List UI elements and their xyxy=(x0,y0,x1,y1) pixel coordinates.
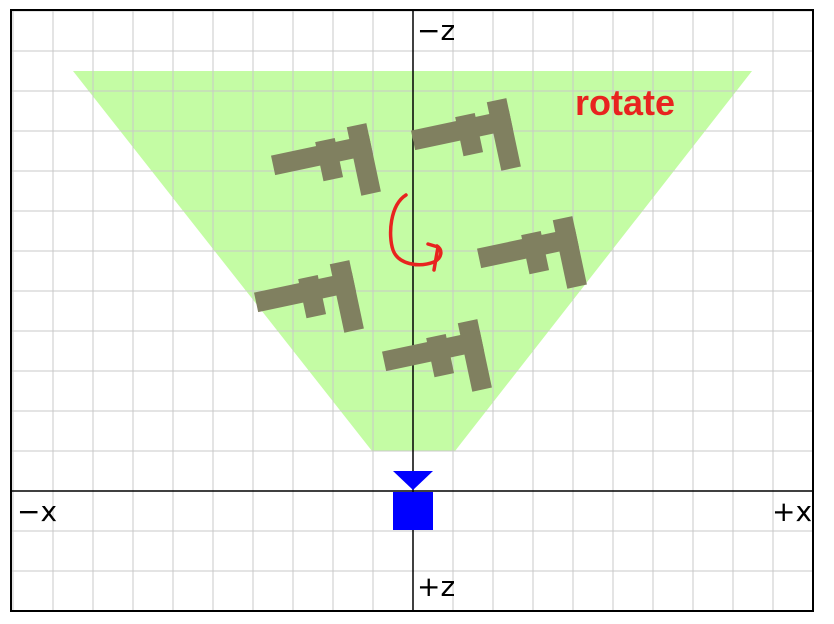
f-shape xyxy=(477,216,587,289)
neg-x-label: −x xyxy=(17,495,57,528)
f-shape xyxy=(271,123,381,196)
pos-z-label: +z xyxy=(417,570,455,603)
neg-z-label: −z xyxy=(417,14,455,47)
camera-icon xyxy=(393,471,433,530)
f-shape xyxy=(382,319,492,392)
camera-direction-marker xyxy=(393,471,433,490)
f-shape xyxy=(254,260,364,333)
camera-body xyxy=(393,492,433,530)
rotate-annotation: rotate xyxy=(575,82,675,123)
rotate-arrow-icon xyxy=(388,193,443,272)
pos-x-label: +x xyxy=(772,495,812,528)
f-shape xyxy=(411,98,521,171)
plot-border xyxy=(10,9,814,612)
